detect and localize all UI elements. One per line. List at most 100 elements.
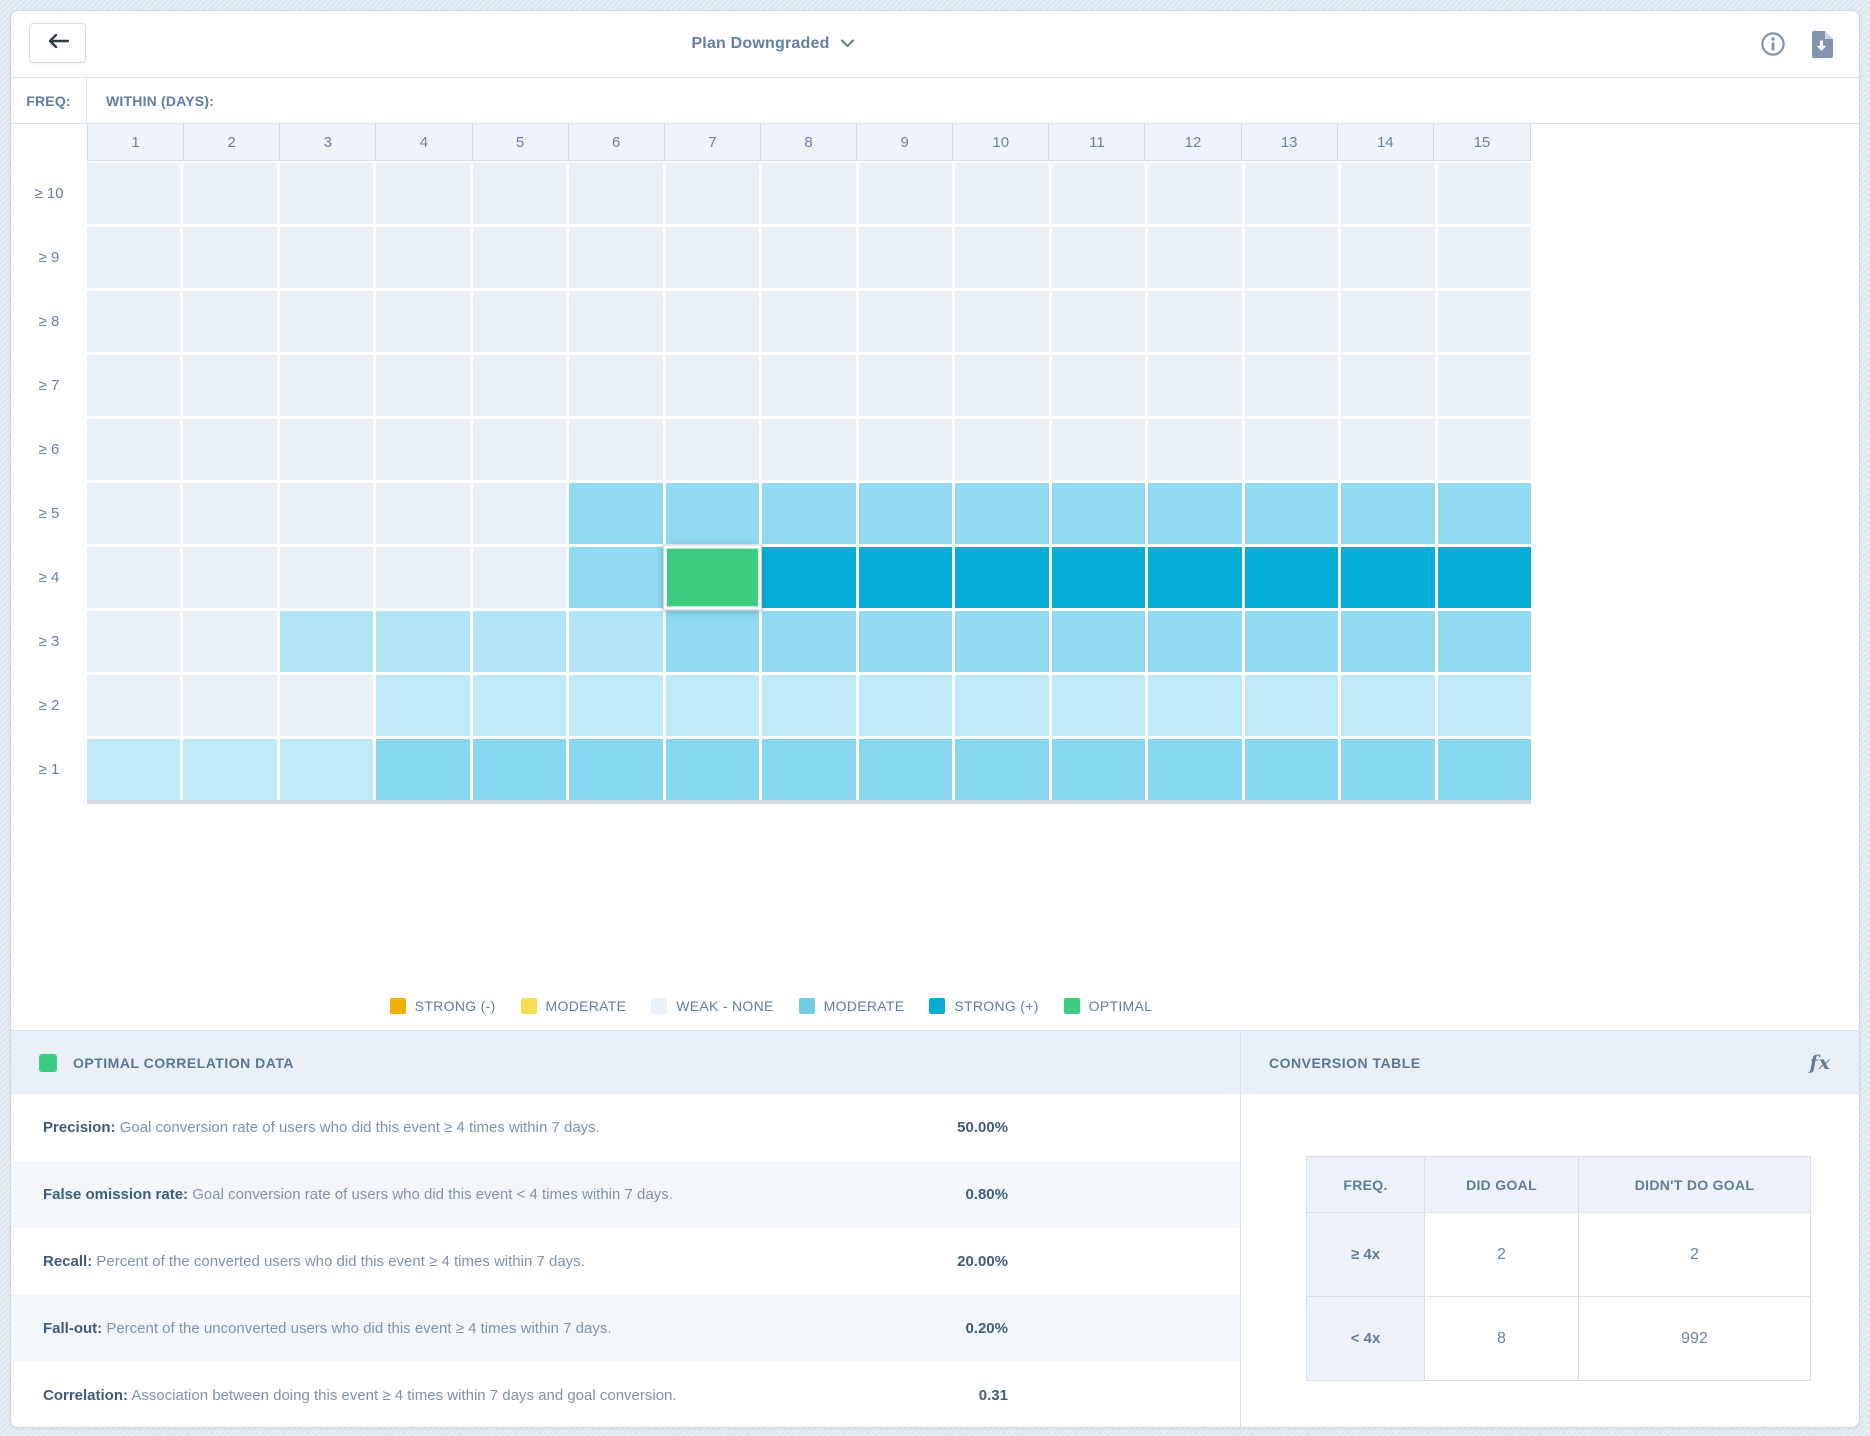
heatmap-cell[interactable] — [762, 163, 856, 224]
heatmap-cell[interactable] — [1051, 419, 1146, 480]
heatmap-cell[interactable] — [665, 611, 760, 672]
heatmap-cell[interactable] — [376, 483, 470, 544]
heatmap-cell[interactable] — [569, 739, 663, 800]
heatmap-cell[interactable] — [955, 675, 1049, 736]
heatmap-cell[interactable] — [1341, 163, 1435, 224]
heatmap-cell[interactable] — [279, 483, 374, 544]
heatmap-cell[interactable] — [665, 163, 760, 224]
heatmap-cell[interactable] — [955, 163, 1049, 224]
heatmap-cell[interactable] — [665, 291, 760, 352]
heatmap-cell[interactable] — [665, 419, 760, 480]
heatmap-cell[interactable] — [1244, 739, 1339, 800]
heatmap-cell[interactable] — [1341, 483, 1435, 544]
heatmap-cell[interactable] — [183, 419, 277, 480]
heatmap-cell[interactable] — [955, 291, 1049, 352]
heatmap-cell[interactable] — [955, 483, 1049, 544]
heatmap-cell[interactable] — [1051, 163, 1146, 224]
heatmap-cell[interactable] — [1341, 675, 1435, 736]
heatmap-cell[interactable] — [1244, 355, 1339, 416]
heatmap-cell[interactable] — [87, 163, 181, 224]
heatmap-cell[interactable] — [1148, 227, 1242, 288]
heatmap-cell[interactable] — [569, 227, 663, 288]
heatmap-cell[interactable] — [1244, 291, 1339, 352]
heatmap-cell[interactable] — [1148, 483, 1242, 544]
heatmap-cell[interactable] — [183, 547, 277, 608]
heatmap-cell[interactable] — [376, 739, 470, 800]
heatmap-cell[interactable] — [279, 675, 374, 736]
heatmap-cell[interactable] — [665, 675, 760, 736]
heatmap-cell[interactable] — [955, 355, 1049, 416]
heatmap-cell[interactable] — [376, 291, 470, 352]
heatmap-cell[interactable] — [569, 547, 663, 608]
info-button[interactable] — [1760, 31, 1786, 57]
heatmap-cell[interactable] — [955, 611, 1049, 672]
heatmap-cell[interactable] — [1148, 547, 1242, 608]
heatmap-cell[interactable] — [858, 739, 953, 800]
heatmap-cell[interactable] — [1148, 675, 1242, 736]
heatmap-cell[interactable] — [762, 611, 856, 672]
heatmap-cell[interactable] — [1244, 483, 1339, 544]
heatmap-cell[interactable] — [376, 419, 470, 480]
heatmap-cell[interactable] — [87, 739, 181, 800]
heatmap-cell[interactable] — [1341, 547, 1435, 608]
heatmap-cell[interactable] — [1051, 675, 1146, 736]
heatmap-cell[interactable] — [665, 227, 760, 288]
heatmap-cell[interactable] — [1148, 419, 1242, 480]
heatmap-cell[interactable] — [858, 483, 953, 544]
title-dropdown[interactable]: Plan Downgraded — [691, 11, 855, 77]
heatmap-cell[interactable] — [472, 355, 567, 416]
heatmap-cell[interactable] — [87, 291, 181, 352]
heatmap-cell[interactable] — [183, 675, 277, 736]
heatmap-cell[interactable] — [279, 355, 374, 416]
heatmap-cell[interactable] — [472, 419, 567, 480]
heatmap-cell[interactable] — [472, 611, 567, 672]
heatmap-cell[interactable] — [858, 611, 953, 672]
optimal-cell[interactable] — [663, 545, 762, 610]
heatmap-cell[interactable] — [1051, 739, 1146, 800]
heatmap-cell[interactable] — [1244, 227, 1339, 288]
heatmap-cell[interactable] — [1341, 611, 1435, 672]
heatmap-cell[interactable] — [858, 419, 953, 480]
heatmap-cell[interactable] — [279, 291, 374, 352]
heatmap-cell[interactable] — [279, 739, 374, 800]
heatmap-cell[interactable] — [1051, 227, 1146, 288]
heatmap-cell[interactable] — [1341, 419, 1435, 480]
heatmap-cell[interactable] — [87, 419, 181, 480]
heatmap-cell[interactable] — [858, 291, 953, 352]
heatmap-cell[interactable] — [569, 163, 663, 224]
heatmap-cell[interactable] — [1341, 355, 1435, 416]
heatmap-cell[interactable] — [762, 483, 856, 544]
heatmap-cell[interactable] — [376, 355, 470, 416]
heatmap-cell[interactable] — [569, 675, 663, 736]
heatmap-cell[interactable] — [955, 739, 1049, 800]
heatmap-cell[interactable] — [183, 291, 277, 352]
heatmap-cell[interactable] — [1437, 163, 1531, 224]
formula-fx-button[interactable]: fx — [1809, 1051, 1831, 1074]
heatmap-cell[interactable] — [472, 547, 567, 608]
heatmap-cell[interactable] — [87, 483, 181, 544]
heatmap-cell[interactable] — [183, 483, 277, 544]
heatmap-cell[interactable] — [1148, 355, 1242, 416]
heatmap-cell[interactable] — [472, 483, 567, 544]
heatmap-cell[interactable] — [376, 547, 470, 608]
heatmap-cell[interactable] — [1051, 547, 1146, 608]
heatmap-cell[interactable] — [762, 547, 856, 608]
heatmap-cell[interactable] — [1051, 355, 1146, 416]
heatmap-cell[interactable] — [569, 419, 663, 480]
heatmap-cell[interactable] — [279, 419, 374, 480]
heatmap-cell[interactable] — [762, 739, 856, 800]
heatmap-cell[interactable] — [665, 483, 760, 544]
heatmap-cell[interactable] — [955, 227, 1049, 288]
heatmap-cell[interactable] — [1244, 675, 1339, 736]
heatmap-cell[interactable] — [1244, 419, 1339, 480]
heatmap-cell[interactable] — [1148, 163, 1242, 224]
heatmap-cell[interactable] — [1437, 483, 1531, 544]
heatmap-cell[interactable] — [569, 611, 663, 672]
heatmap-cell[interactable] — [183, 355, 277, 416]
heatmap-cell[interactable] — [1437, 227, 1531, 288]
heatmap-cell[interactable] — [665, 739, 760, 800]
heatmap-cell[interactable] — [376, 611, 470, 672]
heatmap-cell[interactable] — [1051, 291, 1146, 352]
heatmap-cell[interactable] — [858, 355, 953, 416]
heatmap-cell[interactable] — [87, 675, 181, 736]
